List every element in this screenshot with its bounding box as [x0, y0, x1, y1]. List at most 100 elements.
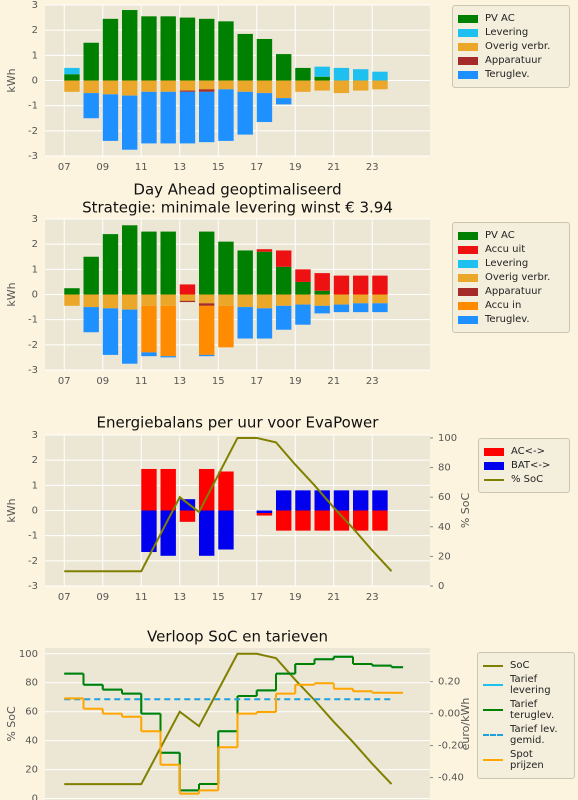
bar [179, 17, 196, 81]
legend-label: Accu in [485, 300, 522, 311]
bar [199, 18, 215, 81]
bar [102, 234, 119, 295]
bar [218, 241, 234, 295]
x-tick-label: 09 [96, 592, 109, 603]
x-tick-label: 23 [366, 376, 379, 387]
bar [83, 42, 99, 81]
legend: SoC Tarief levering Tarief teruglev. Tarief… [477, 652, 575, 779]
x-tick-label: 21 [327, 376, 340, 387]
bar [314, 290, 330, 295]
bar [295, 490, 311, 511]
x-tick-label: 11 [135, 376, 148, 387]
legend-marker [483, 759, 503, 761]
chart-title: Day Ahead geoptimaliseerd [133, 181, 341, 199]
y2-tick-label: 60 [438, 492, 451, 503]
bar [295, 67, 311, 81]
bar [122, 309, 138, 364]
x-tick-label: 13 [173, 376, 186, 387]
legend-entry: PV AC [458, 230, 564, 241]
y-tick-label: -1 [28, 531, 38, 542]
y2-tick-label: 20 [438, 551, 451, 562]
y-axis-label: kWh [5, 68, 18, 92]
bar [199, 303, 215, 306]
x-tick-label: 19 [289, 376, 302, 387]
x-tick-label: 13 [173, 162, 186, 173]
x-tick-label: 23 [366, 162, 379, 173]
bar [199, 80, 215, 90]
bar [141, 510, 157, 553]
bar [199, 89, 215, 92]
bar [141, 91, 157, 144]
legend-marker [458, 14, 478, 23]
y-tick-label: -3 [28, 151, 38, 162]
bar [276, 305, 292, 330]
bar [141, 231, 157, 295]
y-tick-label: 2 [32, 455, 38, 466]
bar [83, 307, 99, 333]
bar [295, 80, 311, 92]
x-tick-label: 09 [96, 162, 109, 173]
y-tick-label: 100 [19, 649, 38, 660]
bar [218, 294, 234, 306]
y-tick-label: 2 [32, 239, 38, 250]
bar [160, 294, 176, 306]
legend-label: Apparatuur [485, 55, 542, 66]
bar [160, 91, 176, 144]
legend-entry: Teruglev. [458, 69, 564, 80]
y-tick-label: 1 [32, 480, 38, 491]
legend-marker [484, 461, 504, 470]
bar [372, 294, 388, 304]
legend-label: PV AC [485, 13, 515, 24]
bar [314, 76, 330, 81]
legend-label: BAT<-> [511, 460, 551, 471]
bar [314, 305, 330, 314]
y-tick-label: -3 [28, 581, 38, 592]
bar [256, 294, 273, 309]
bar [83, 93, 99, 119]
legend-entry: Overig verbr. [458, 272, 564, 283]
bar [122, 10, 138, 81]
x-tick-label: 21 [327, 592, 340, 603]
y2-tick-label: 0.20 [438, 677, 460, 688]
legend-label: Levering [485, 27, 529, 38]
y2-tick-label: 0 [438, 581, 444, 592]
bar [102, 18, 119, 81]
y-tick-label: 3 [32, 214, 38, 225]
legend-label: Tarief lev. gemid. [510, 724, 558, 746]
bar [160, 468, 176, 511]
y2-axis-label: euro/kWh [459, 698, 472, 751]
legend-marker [458, 70, 478, 79]
step-riser [82, 683, 374, 794]
legend-marker [458, 287, 478, 296]
legend-entry: Accu in [458, 300, 564, 311]
y-tick-label: 1 [32, 264, 38, 275]
bar [64, 67, 80, 75]
x-tick-label: 19 [289, 162, 302, 173]
bar [314, 273, 330, 291]
bar [256, 510, 273, 514]
y-tick-label: -2 [28, 340, 38, 351]
bar [141, 16, 157, 81]
bar [372, 490, 388, 511]
legend-entry: Apparatuur [458, 286, 564, 297]
line [64, 652, 393, 786]
bar [218, 305, 234, 348]
bar [276, 98, 292, 105]
legend-marker [458, 315, 478, 324]
y2-tick-label: -0.40 [438, 773, 464, 784]
x-tick-label: 17 [250, 592, 263, 603]
bar [353, 275, 369, 295]
bar [314, 510, 330, 531]
x-tick-label: 21 [327, 162, 340, 173]
bar [353, 490, 369, 511]
x-tick-label: 17 [250, 376, 263, 387]
bar [295, 281, 311, 295]
y-axis-label: kWh [5, 282, 18, 306]
bar [372, 71, 388, 81]
y2-tick-label: 100 [438, 433, 457, 444]
legend-label: Levering [485, 258, 529, 269]
y2-tick-label: -0.20 [438, 741, 464, 752]
bar [353, 80, 369, 91]
bar [64, 80, 80, 92]
x-tick-label: 13 [173, 592, 186, 603]
